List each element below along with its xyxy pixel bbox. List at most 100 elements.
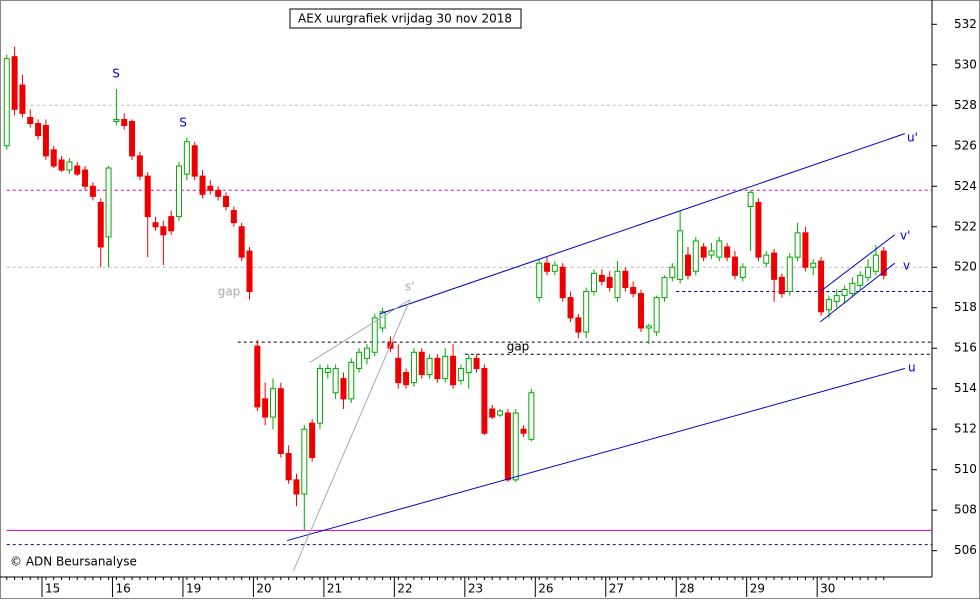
candle-body: [825, 299, 832, 311]
y-tick-label: 520: [954, 260, 977, 274]
candle-body: [277, 388, 284, 455]
candle-body: [262, 398, 269, 418]
candle-body: [865, 266, 872, 278]
footer: © ADN Beursanalyse: [10, 555, 137, 569]
chart-title: AEX uurgrafiek vrijdag 30 nov 2018: [298, 12, 512, 26]
trend-line: [286, 367, 906, 542]
x-tick-label: 20: [256, 582, 271, 596]
candle-body: [802, 232, 809, 268]
candle-body: [207, 185, 214, 191]
candle-body: [121, 118, 128, 127]
candle-body: [168, 216, 175, 232]
x-tick-label: 29: [750, 582, 765, 596]
y-tick-label: 528: [954, 98, 977, 112]
y-tick-label: 510: [954, 462, 977, 476]
candle-body: [395, 357, 402, 384]
candle-body: [316, 367, 323, 424]
trend-label: u: [908, 361, 916, 375]
candle-body: [426, 357, 433, 376]
candle-body: [183, 141, 190, 175]
candle-body: [82, 169, 89, 187]
candle-body: [136, 155, 143, 177]
candle-body: [512, 412, 519, 481]
candle-body: [583, 291, 590, 333]
candle-body: [724, 246, 731, 258]
candle-body: [551, 264, 558, 272]
candle-body: [66, 161, 73, 171]
annotation: S: [179, 116, 187, 130]
candle-body: [747, 191, 754, 208]
trend-line: [819, 262, 895, 323]
candle-body: [129, 120, 136, 157]
trend-line: [819, 234, 895, 292]
candle-body: [238, 226, 245, 258]
candle-body: [465, 357, 472, 374]
candle-body: [450, 355, 457, 386]
candle-body: [442, 355, 449, 380]
candle-body: [794, 232, 801, 258]
y-tick-label: 514: [954, 381, 977, 395]
candle-body: [340, 378, 347, 400]
trend-label: v: [903, 259, 910, 273]
candle-body: [19, 84, 26, 114]
y-tick-label: 518: [954, 300, 977, 314]
candle-body: [598, 274, 605, 282]
candle-body: [872, 254, 879, 272]
candle-body: [857, 274, 864, 286]
candle-body: [700, 246, 707, 258]
candle-body: [606, 276, 613, 288]
candle-body: [269, 388, 276, 418]
candle-body: [739, 266, 746, 278]
candle-body: [591, 272, 598, 293]
x-tick-label: 30: [820, 582, 835, 596]
candle-body: [332, 367, 339, 394]
candle-body: [818, 260, 825, 313]
candle-body: [418, 351, 425, 376]
y-tick-label: 512: [954, 422, 977, 436]
title-box: [289, 8, 522, 29]
candle-body: [622, 270, 629, 288]
annotation: S: [112, 67, 120, 81]
candle-body: [3, 58, 10, 147]
candle-body: [810, 262, 817, 268]
candle-body: [356, 351, 363, 369]
x-tick-label: 23: [468, 582, 483, 596]
candle-body: [293, 479, 300, 495]
x-tick-label: 19: [186, 582, 201, 596]
candle-body: [849, 282, 856, 295]
candle-body: [528, 392, 535, 440]
candle-body: [504, 412, 511, 481]
candle-body: [708, 250, 715, 256]
y-tick-label: 522: [954, 219, 977, 233]
candle-body: [763, 254, 770, 264]
x-tick-label: 21: [327, 582, 342, 596]
candle-body: [771, 252, 778, 280]
candle-body: [11, 56, 18, 110]
trend-label: s': [405, 280, 415, 294]
candle-body: [403, 372, 410, 386]
candle-body: [841, 289, 848, 297]
candle-body: [176, 165, 183, 218]
candle-body: [755, 201, 762, 258]
candle-body: [348, 361, 355, 400]
candle-body: [544, 262, 551, 272]
candle-body: [559, 266, 566, 299]
candle-body: [191, 145, 198, 177]
x-tick-label: 15: [45, 582, 60, 596]
y-tick-label: 516: [954, 341, 977, 355]
trend-line: [292, 299, 411, 572]
candle-body: [254, 345, 261, 408]
candle-body: [497, 410, 504, 416]
candle-body: [630, 286, 637, 295]
candle-body: [89, 185, 96, 197]
candle-body: [74, 165, 81, 175]
annotation: gap: [507, 340, 530, 354]
candle-body: [223, 195, 230, 208]
candle-body: [692, 240, 699, 272]
candle-body: [434, 357, 441, 380]
candle-body: [489, 408, 496, 418]
candle-body: [363, 347, 370, 359]
candle-body: [309, 422, 316, 459]
